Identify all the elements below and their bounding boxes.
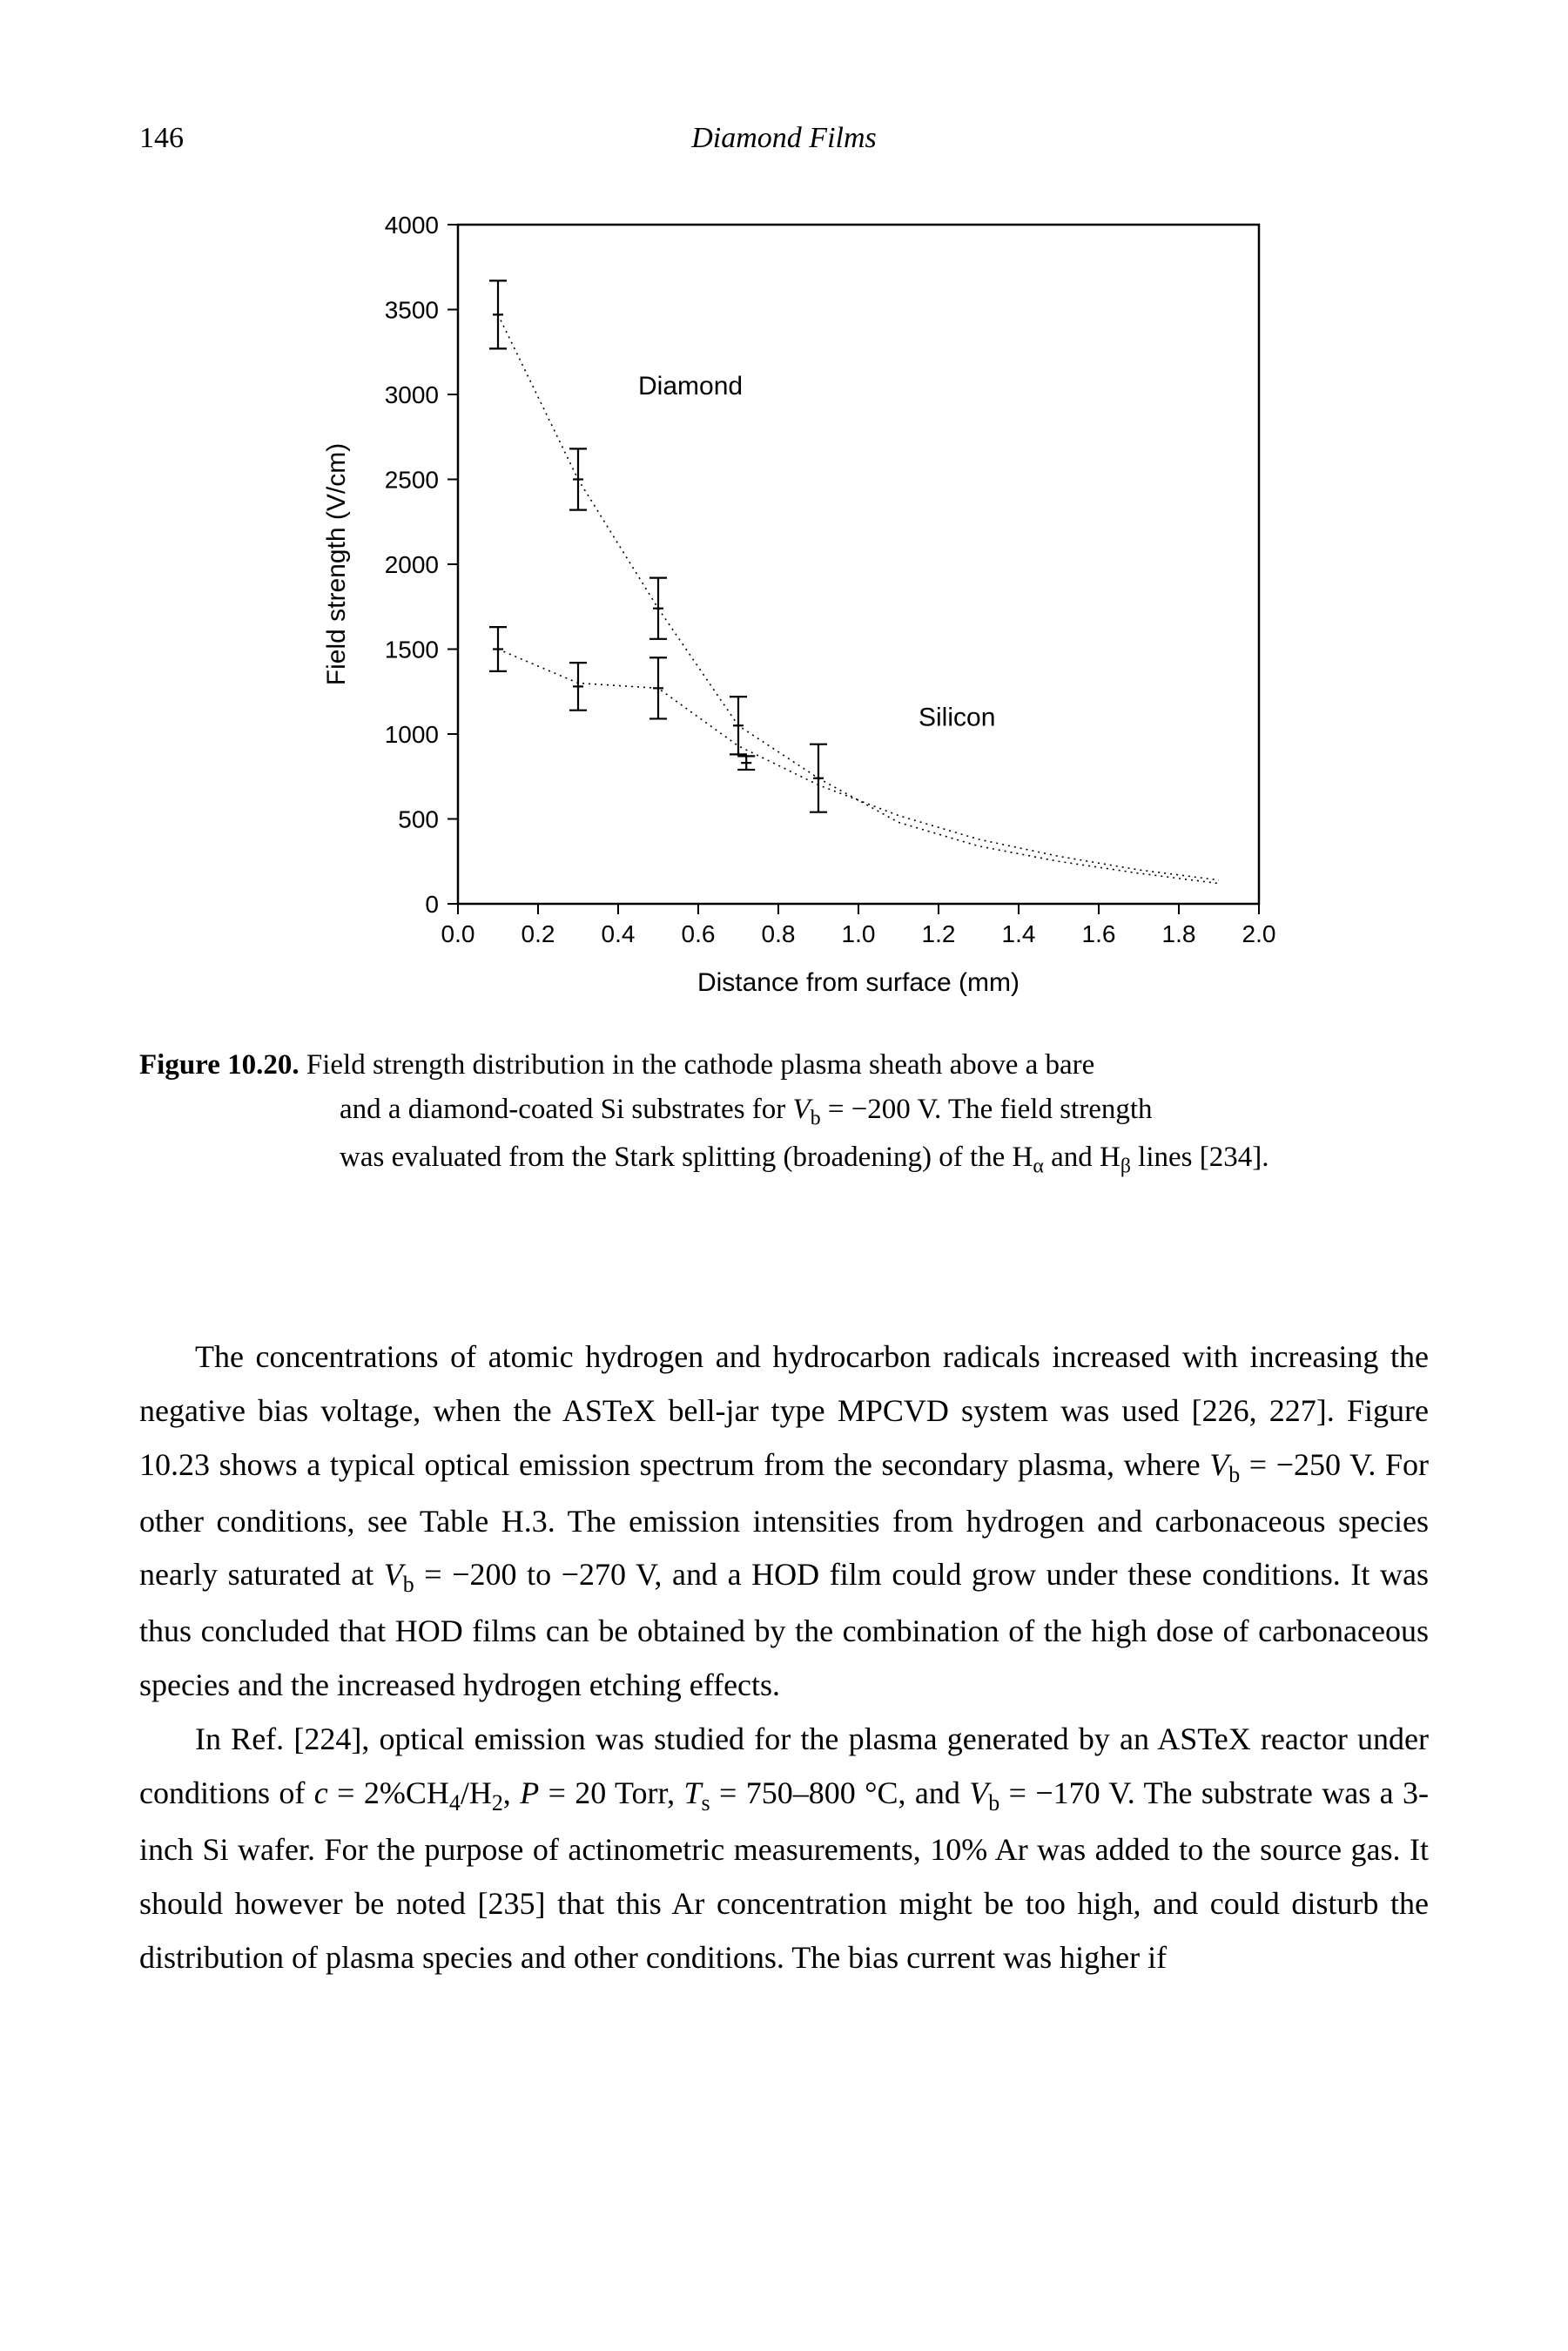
paragraph-2: In Ref. [224], optical emission was stud… xyxy=(139,1713,1429,1984)
body-text: The concentrations of atomic hydrogen an… xyxy=(139,1330,1429,1984)
svg-text:1.8: 1.8 xyxy=(1161,920,1195,947)
svg-text:0.8: 0.8 xyxy=(761,920,795,947)
caption-line3: was evaluated from the Stark splitting (… xyxy=(139,1135,1429,1182)
svg-text:Distance from surface (mm): Distance from surface (mm) xyxy=(697,968,1019,997)
svg-text:2500: 2500 xyxy=(384,467,438,494)
chart-svg: 0.0 0.2 0.4 0.6 0.8 1.0 1.2 1.4 1.6 1.8 2.0 0 500 100… xyxy=(284,207,1285,1008)
svg-text:1.0: 1.0 xyxy=(841,920,875,947)
svg-text:2000: 2000 xyxy=(384,551,438,578)
svg-text:Silicon: Silicon xyxy=(919,703,995,731)
chart: 0.0 0.2 0.4 0.6 0.8 1.0 1.2 1.4 1.6 1.8 2.0 0 500 100… xyxy=(284,207,1285,1008)
svg-text:Field strength (V/cm): Field strength (V/cm) xyxy=(322,443,351,685)
svg-text:0.4: 0.4 xyxy=(601,920,635,947)
svg-text:0: 0 xyxy=(425,891,439,918)
caption-line2: and a diamond-coated Si substrates for V… xyxy=(139,1088,1429,1135)
svg-text:2.0: 2.0 xyxy=(1242,920,1275,947)
svg-text:3500: 3500 xyxy=(384,297,438,324)
page-number: 146 xyxy=(139,122,184,155)
svg-text:0.0: 0.0 xyxy=(441,920,474,947)
svg-text:1.6: 1.6 xyxy=(1081,920,1115,947)
svg-text:1000: 1000 xyxy=(384,721,438,748)
figure-number: Figure 10.20. xyxy=(139,1049,299,1081)
figure: 0.0 0.2 0.4 0.6 0.8 1.0 1.2 1.4 1.6 1.8 2.0 0 500 100… xyxy=(139,207,1429,1182)
svg-text:4000: 4000 xyxy=(384,212,438,239)
svg-text:1.2: 1.2 xyxy=(921,920,955,947)
svg-text:Diamond: Diamond xyxy=(638,372,743,401)
svg-text:0.2: 0.2 xyxy=(521,920,555,947)
paragraph-1: The concentrations of atomic hydrogen an… xyxy=(139,1330,1429,1713)
running-title: Diamond Films xyxy=(184,122,1384,155)
page: 146 Diamond Films 146 0.0 0.2 0.4 0.6 0.8 1.0… xyxy=(0,0,1568,2351)
svg-text:1.4: 1.4 xyxy=(1001,920,1035,947)
figure-caption: Figure 10.20. Field strength distributio… xyxy=(139,1043,1429,1182)
svg-text:3000: 3000 xyxy=(384,381,438,408)
caption-line1: Field strength distribution in the catho… xyxy=(306,1049,1094,1081)
svg-text:0.6: 0.6 xyxy=(681,920,715,947)
page-header: 146 Diamond Films 146 xyxy=(139,122,1429,155)
svg-text:1500: 1500 xyxy=(384,637,438,664)
svg-text:500: 500 xyxy=(398,806,439,833)
